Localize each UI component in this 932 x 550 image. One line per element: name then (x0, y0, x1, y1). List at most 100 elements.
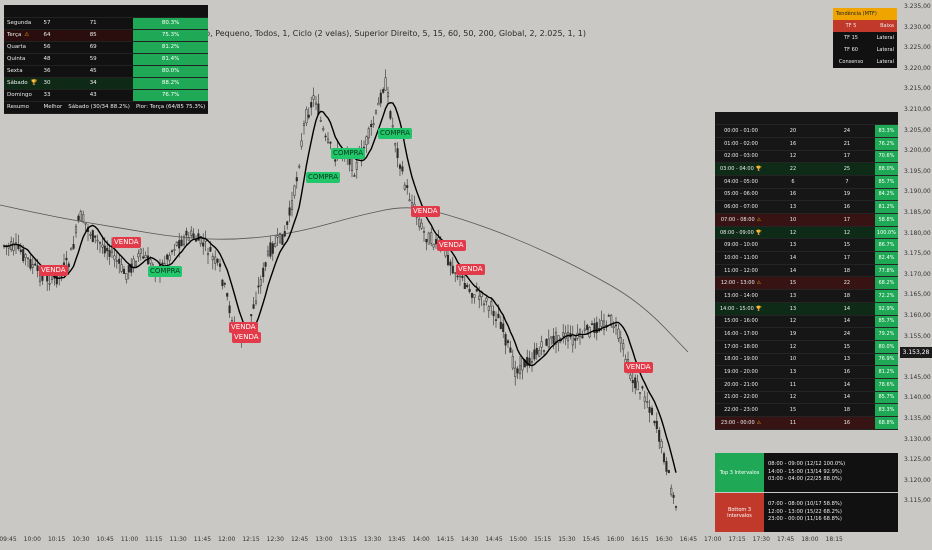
weekday-total-cell: 59 (86, 53, 133, 66)
hour-interval: 02:00 - 03:00 (724, 153, 758, 160)
hour-wins-cell: 12 (766, 150, 819, 164)
hour-total-cell: 16 (818, 365, 875, 379)
price-tick-label: 3.125,00 (904, 456, 931, 464)
candle-body (446, 254, 450, 266)
hour-interval: 17:00 - 18:00 (724, 343, 758, 350)
bottom-interval-line: 12:00 - 13:00 (15/22 68.2%) (768, 508, 842, 515)
hour-total-cell: 14 (818, 391, 875, 405)
hour-interval-cell: 11:00 - 12:00 (715, 264, 767, 278)
time-tick-label: 17:30 (752, 536, 770, 543)
candle-body (593, 323, 596, 334)
candle-body (408, 199, 411, 202)
hourly-row: 02:00 - 03:00 12 17 70.6% (715, 150, 898, 164)
candle-body (122, 268, 126, 274)
weekday-row: Domingo 33 43 76.7% (4, 89, 209, 102)
candle-body (353, 175, 356, 177)
candle-body (648, 406, 651, 413)
hourly-row: 12:00 - 13:00 ⚠ 15 22 68.2% (715, 276, 898, 291)
hour-rate-cell: 80.0% (874, 340, 898, 354)
candle-body (70, 247, 73, 251)
candle-body (490, 301, 493, 307)
price-tick-label: 3.220,00 (904, 64, 931, 72)
hour-interval: 09:00 - 10:00 (724, 242, 758, 249)
candle-body (132, 258, 135, 269)
candle-body (322, 128, 325, 131)
trend-row: TF 60 Lateral (833, 44, 897, 56)
weekday-name-cell: Sábado 🏆 (4, 77, 41, 90)
candle-body (26, 257, 30, 260)
hour-wins-cell: 16 (766, 137, 819, 151)
candle-body (370, 123, 373, 128)
price-tick-label: 3.115,00 (904, 497, 931, 505)
candle-body (161, 262, 164, 265)
candle-body (478, 295, 481, 300)
candle-body (547, 338, 550, 348)
candle-body (646, 401, 649, 403)
weekday-wins-cell: 56 (40, 41, 87, 54)
candle-body (521, 358, 524, 371)
hourly-row: 18:00 - 19:00 10 13 76.9% (715, 353, 898, 367)
time-axis[interactable]: 09:45 10:00 10:15 10:30 10:45 11:00 11:15 11:30… (0, 532, 932, 550)
weekday-wins-cell: 30 (40, 77, 87, 90)
trend-row: Consenso Lateral (833, 56, 897, 68)
candle-body (622, 343, 625, 350)
hour-interval-cell: 06:00 - 07:00 (715, 200, 767, 214)
weekday-rate-cell: 80.3% (132, 17, 209, 30)
trend-row: TF 5 Baixa (833, 20, 897, 32)
candle-body (286, 221, 289, 225)
hour-wins-cell: 22 (766, 162, 819, 176)
candle-body (288, 207, 291, 216)
candle-body (271, 243, 274, 254)
hour-total-cell: 18 (818, 264, 875, 278)
hour-interval-cell: 03:00 - 04:00 🏆 (715, 162, 767, 176)
price-tick-label: 3.225,00 (904, 44, 931, 52)
candle-body (382, 89, 385, 93)
trend-timeframe: TF 60 (833, 44, 870, 56)
hour-interval: 21:00 - 22:00 (724, 394, 758, 401)
candle-body (36, 265, 39, 272)
weekday-wins-cell: 57 (40, 17, 87, 30)
candle-body (638, 392, 642, 394)
candle-body (257, 285, 260, 288)
trend-header: Tendência (MTF) (833, 8, 897, 20)
candle-body (206, 253, 210, 256)
hourly-row: 04:00 - 05:00 6 7 85.7% (715, 175, 898, 189)
hour-interval: 00:00 - 01:00 (724, 128, 758, 135)
candle-body (214, 256, 217, 264)
summary-panel: Top 3 Intervalos 08:00 - 09:00 (12/12 10… (715, 453, 898, 532)
hour-wins-cell: 14 (766, 264, 819, 278)
candle-body (307, 114, 310, 118)
candle-body (250, 314, 253, 317)
hour-wins-cell: 13 (766, 289, 819, 303)
candle-body (494, 319, 498, 321)
candle-body (542, 349, 546, 352)
buy-signal-label: COMPRA (331, 148, 366, 159)
price-axis[interactable]: 3.235,00 3.230,00 3.225,00 3.220,00 3.215,00… (900, 0, 932, 532)
candle-body (274, 243, 277, 247)
candle-body (497, 313, 500, 319)
candle-body (34, 263, 37, 266)
trend-direction: Lateral (869, 44, 897, 56)
hour-total-cell: 15 (818, 340, 875, 354)
candlestick-chart[interactable] (0, 0, 900, 532)
time-tick-label: 17:45 (776, 536, 795, 543)
bottom-intervals-list: 07:00 - 08:00 (10/17 58.8%) 12:00 - 13:0… (764, 493, 898, 532)
candle-body (425, 238, 428, 243)
top-intervals-list: 08:00 - 09:00 (12/12 100.0%) 14:00 - 15:… (764, 453, 898, 492)
time-tick-label: 11:45 (193, 536, 212, 543)
time-tick-label: 18:15 (825, 536, 843, 543)
candle-body (110, 247, 114, 253)
candle-body (554, 331, 558, 345)
weekday-name: Sexta (7, 68, 23, 74)
trophy-icon: 🏆 (30, 80, 38, 86)
weekday-total-cell: 45 (86, 65, 133, 78)
candle-body (31, 264, 34, 268)
sell-signal-label: VENDA (437, 240, 466, 251)
hourly-row: 15:00 - 16:00 12 14 85.7% (715, 315, 898, 329)
hour-interval: 16:00 - 17:00 (724, 331, 758, 338)
candle-body (461, 275, 464, 279)
chart-area[interactable]: Superior Direito, Inferior Direito, Supe… (0, 0, 900, 532)
candle-body (324, 135, 327, 138)
time-tick-label: 13:30 (363, 536, 382, 543)
candle-body (492, 310, 495, 317)
